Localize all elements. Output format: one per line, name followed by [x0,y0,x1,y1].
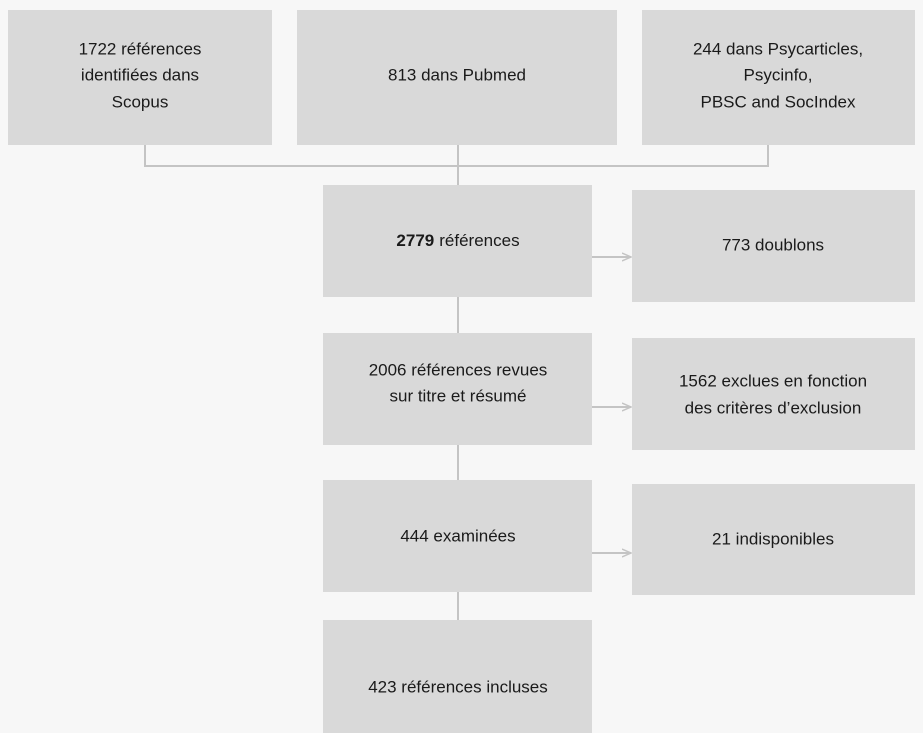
node-label: 2006 références revues [369,360,548,379]
node-box [323,620,592,733]
node-label: 773 doublons [722,235,824,254]
node-box [323,185,592,297]
node-label: 1722 références [79,39,202,58]
node-label-bold: 2779 [396,231,434,250]
node-label: 2779 références [396,231,519,250]
node-box [632,338,915,450]
node-label-text: références [439,231,519,250]
connectors [144,145,769,620]
node-label: sur titre et résumé [390,386,527,405]
node-box [632,190,915,302]
node-label: 1562 exclues en fonction [679,371,867,390]
node-label: PBSC and SocIndex [701,92,856,111]
node-label: 423 références incluses [368,677,548,696]
node-box [8,10,272,145]
node-label: des critères d’exclusion [685,398,862,417]
node-label: 244 dans Psycarticles, [693,39,863,58]
node-label: Psycinfo, [744,65,813,84]
node-box [642,10,915,145]
node-box [297,10,617,145]
node-box [323,480,592,592]
node-label: 21 indisponibles [712,529,834,548]
node-label: 813 dans Pubmed [388,65,526,84]
node-box [632,484,915,595]
node-label: Scopus [112,92,169,111]
node-box [323,333,592,445]
node-label: 444 examinées [400,526,515,545]
node-label: identifiées dans [81,65,199,84]
